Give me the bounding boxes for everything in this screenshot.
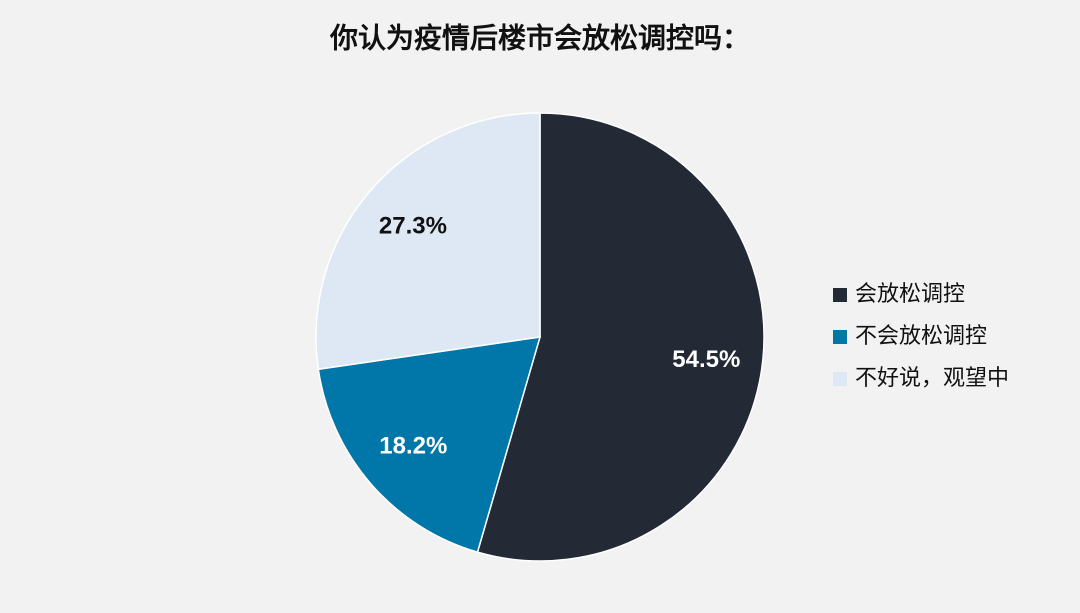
data-label: 18.2% — [379, 433, 447, 460]
legend-label: 不会放松调控 — [855, 323, 987, 348]
legend-swatch — [833, 372, 847, 386]
chart-title: 你认为疫情后楼市会放松调控吗： — [329, 21, 750, 53]
pie-slice — [476, 112, 765, 562]
legend-swatch — [833, 288, 847, 302]
legend-label: 不好说，观望中 — [855, 365, 1009, 390]
pie-slice — [317, 336, 542, 554]
data-label: 54.5% — [672, 346, 740, 373]
data-label: 27.3% — [379, 212, 447, 239]
pie-slice — [315, 112, 541, 371]
legend-label: 会放松调控 — [855, 281, 965, 306]
legend-swatch — [833, 330, 847, 344]
